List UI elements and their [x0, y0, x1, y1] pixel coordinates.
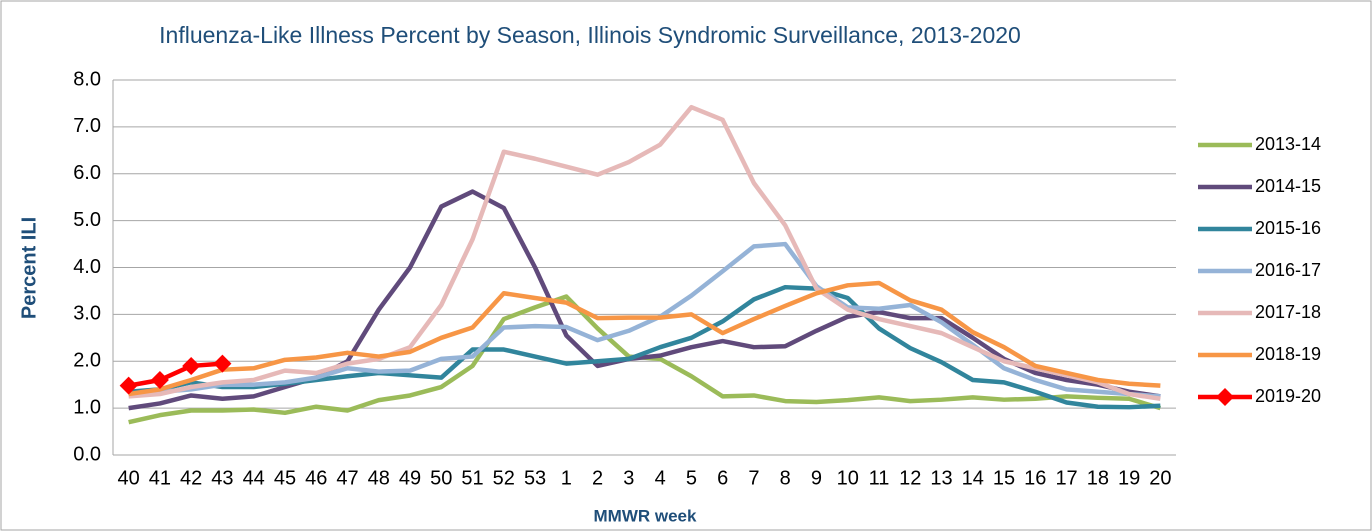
series-line [128, 361, 223, 388]
y-tick-label: 1.0 [73, 396, 101, 418]
x-tick-label: 17 [1055, 467, 1077, 489]
x-tick-label: 43 [211, 467, 233, 489]
x-tick-label: 1 [561, 467, 572, 489]
y-tick-label: 4.0 [73, 256, 101, 278]
x-tick-label: 45 [274, 467, 296, 489]
legend-label: 2018-19 [1255, 344, 1321, 364]
y-tick-label: 2.0 [73, 350, 101, 372]
legend-label: 2019-20 [1255, 386, 1321, 406]
x-tick-label: 8 [780, 467, 791, 489]
x-axis-label: MMWR week [594, 506, 698, 525]
y-tick-label: 7.0 [73, 115, 101, 137]
x-tick-label: 7 [748, 467, 759, 489]
y-tick-label: 8.0 [73, 68, 101, 90]
x-tick-label: 44 [243, 467, 265, 489]
y-axis-label: Percent ILI [18, 217, 40, 319]
legend-label: 2016-17 [1255, 260, 1321, 280]
legend-marker [1216, 388, 1234, 406]
x-tick-label: 53 [524, 467, 546, 489]
x-tick-label: 40 [118, 467, 140, 489]
x-tick-label: 15 [993, 467, 1015, 489]
series-marker [182, 356, 201, 375]
legend-label: 2014-15 [1255, 176, 1321, 196]
x-tick-label: 16 [1024, 467, 1046, 489]
x-tick-label: 42 [180, 467, 202, 489]
x-tick-label: 18 [1087, 467, 1109, 489]
y-tick-label: 5.0 [73, 209, 101, 231]
y-tick-label: 0.0 [73, 443, 101, 465]
x-tick-label: 14 [962, 467, 984, 489]
x-tick-label: 4 [655, 467, 666, 489]
x-tick-label: 10 [837, 467, 859, 489]
x-tick-label: 11 [869, 467, 890, 489]
x-tick-label: 2 [592, 467, 603, 489]
x-tick-label: 48 [368, 467, 390, 489]
legend-label: 2013-14 [1255, 134, 1321, 154]
x-tick-label: 41 [149, 467, 171, 489]
x-tick-label: 6 [717, 467, 728, 489]
x-tick-label: 47 [336, 467, 358, 489]
x-tick-label: 19 [1118, 467, 1140, 489]
series-marker [213, 354, 232, 373]
x-tick-label: 12 [899, 467, 921, 489]
x-tick-label: 20 [1149, 467, 1171, 489]
legend-label: 2017-18 [1255, 302, 1321, 322]
x-tick-label: 51 [461, 467, 483, 489]
x-tick-label: 13 [930, 467, 952, 489]
legend-label: 2015-16 [1255, 218, 1321, 238]
series-marker [119, 376, 138, 395]
y-tick-label: 3.0 [73, 303, 101, 325]
x-tick-label: 5 [686, 467, 697, 489]
y-tick-label: 6.0 [73, 162, 101, 184]
x-tick-label: 9 [811, 467, 822, 489]
x-tick-label: 46 [305, 467, 327, 489]
series-line [128, 280, 1161, 397]
x-tick-label: 49 [399, 467, 421, 489]
x-tick-label: 50 [430, 467, 452, 489]
series-line [128, 104, 1161, 401]
chart-title: Influenza-Like Illness Percent by Season… [159, 22, 1021, 48]
x-tick-label: 3 [623, 467, 634, 489]
x-tick-label: 52 [493, 467, 515, 489]
series-marker [150, 371, 169, 389]
